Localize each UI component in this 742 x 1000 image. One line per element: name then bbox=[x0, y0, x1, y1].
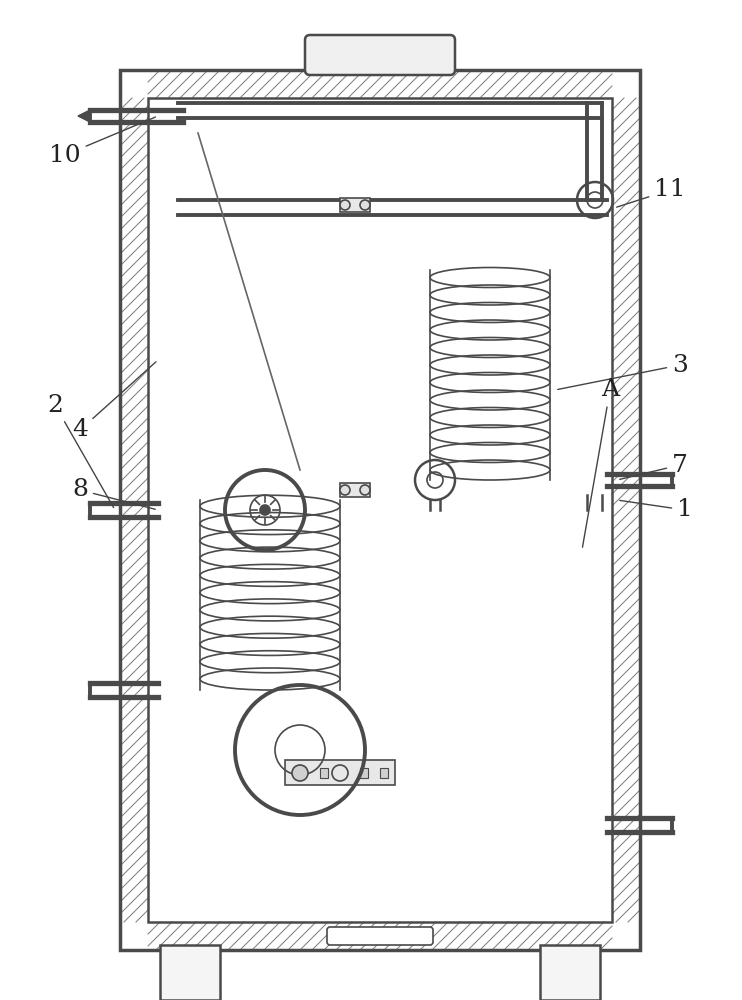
Text: A: A bbox=[582, 378, 619, 547]
FancyBboxPatch shape bbox=[327, 927, 433, 945]
Bar bbox=[540, 945, 600, 1000]
Text: 7: 7 bbox=[620, 454, 688, 479]
Bar bbox=[340, 483, 370, 497]
Text: 4: 4 bbox=[72, 362, 156, 442]
Bar bbox=[340, 198, 370, 212]
Text: 10: 10 bbox=[49, 117, 155, 166]
Text: 8: 8 bbox=[72, 479, 155, 509]
Bar bbox=[360, 768, 368, 778]
Circle shape bbox=[340, 485, 350, 495]
Bar bbox=[120, 70, 640, 950]
FancyBboxPatch shape bbox=[305, 35, 455, 75]
Bar bbox=[320, 768, 328, 778]
Circle shape bbox=[340, 200, 350, 210]
Bar bbox=[380, 768, 388, 778]
Bar bbox=[160, 945, 220, 1000]
Circle shape bbox=[360, 485, 370, 495]
Circle shape bbox=[360, 200, 370, 210]
Text: 11: 11 bbox=[617, 178, 686, 207]
Text: 3: 3 bbox=[558, 354, 688, 389]
Bar bbox=[148, 98, 612, 922]
Circle shape bbox=[260, 505, 270, 515]
Circle shape bbox=[292, 765, 308, 781]
Text: 1: 1 bbox=[620, 498, 693, 522]
Polygon shape bbox=[78, 110, 90, 122]
Bar bbox=[285, 760, 395, 785]
Text: 2: 2 bbox=[47, 393, 114, 508]
